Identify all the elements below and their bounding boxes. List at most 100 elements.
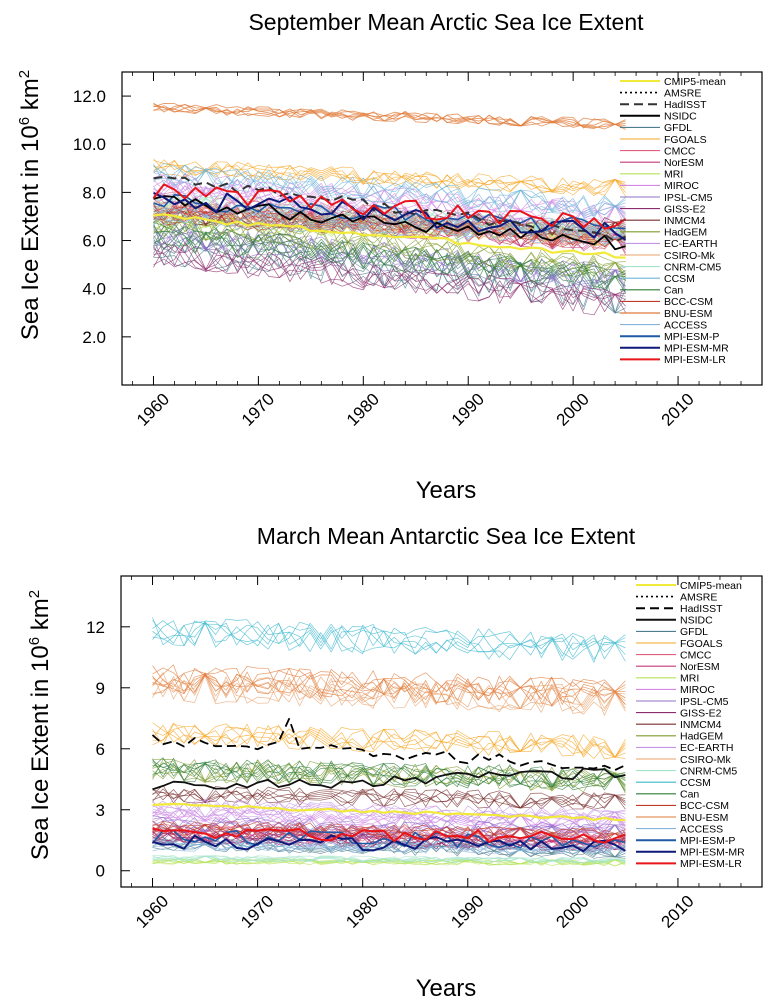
y-axis-label-unit-exp: 2 [26,590,43,598]
series-line-hadisst [153,175,627,243]
legend-label: CNRM-CM5 [664,261,721,273]
series-line-bcc-csm [152,821,626,843]
series-line-fgoals [152,722,626,758]
legend-label: AMSRE [680,591,717,603]
y-axis-label-unit: km [17,78,44,117]
legend-label: BNU-ESM [680,812,728,824]
plot-area [121,71,763,386]
series-line-access [152,839,626,854]
series-line-ccsm [152,618,626,662]
legend-label: CMCC [680,649,712,661]
series-line-fgoals [152,722,626,759]
y-tick-label: 0 [96,862,105,881]
legend-label: MPI-ESM-LR [664,354,726,366]
series-layer [152,102,627,316]
legend-label: MPI-ESM-MR [680,847,745,859]
legend-label: CMIP5-mean [664,76,726,88]
series-line-csiro-mk [152,672,626,715]
series-line-ccsm [152,617,626,663]
series-line-fgoals [152,723,626,760]
y-axis-label-exp: 6 [26,637,43,645]
series-line-ccsm [153,164,626,219]
legend-label: CMCC [664,145,696,157]
series-line-mpi-esm-lr [152,827,626,844]
x-tick-label: 1960 [132,892,172,932]
series-line-ccsm [152,620,626,660]
y-axis-label: Sea Ice Extent in 106 km2 [16,70,44,340]
series-line-cmip5-mean [152,802,626,822]
legend-label: MPI-ESM-MR [664,343,729,355]
y-axis-label-unit-exp: 2 [16,70,33,78]
legend-label: MIROC [680,684,715,696]
legend: CMIP5-meanAMSREHadISSTNSIDCGFDLFGOALSCMC… [620,76,729,366]
legend-label: CCSM [664,273,695,285]
legend-label: BCC-CSM [664,296,713,308]
antarctic-chart: March Mean Antarctic Sea Ice Extent Sea … [26,523,763,1001]
legend-label: BCC-CSM [680,800,729,812]
y-tick-label: 9 [96,679,105,698]
x-tick-label: 1990 [448,390,488,430]
x-tick-label: 2010 [657,892,697,932]
x-tick-label: 1970 [237,892,277,932]
legend-label: Can [664,285,683,297]
legend: CMIP5-meanAMSREHadISSTNSIDCGFDLFGOALSCMC… [636,580,745,870]
legend-label: IPSL-CM5 [664,192,713,204]
series-line-ccsm [152,620,626,661]
series-line-ccsm [152,620,626,660]
series-line-fgoals [152,725,626,758]
series-line-ec-earth [152,800,626,822]
legend-label: GFDL [664,122,692,134]
x-tick-label: 1980 [343,390,383,430]
series-line-hadgem [153,217,626,276]
chart-title: March Mean Antarctic Sea Ice Extent [257,523,636,549]
y-tick-label: 4.0 [82,280,106,299]
series-line-bnu-esm [152,664,626,707]
series-line-bnu-esm [152,666,626,704]
y-axis-label-base: Sea Ice Extent in 10 [17,125,44,340]
y-tick-label: 3 [96,801,105,820]
series-line-bcc-csm [153,206,626,248]
series-line-miroc [152,807,626,833]
legend-label: CSIRO-Mk [664,250,715,262]
x-tick-label: 1990 [447,892,487,932]
legend-label: HadGEM [664,227,707,239]
chart-title: September Mean Arctic Sea Ice Extent [248,9,644,35]
x-tick-label: 1980 [342,892,382,932]
x-tick-label: 1970 [238,390,278,430]
legend-label: BNU-ESM [664,308,712,320]
legend-label: MPI-ESM-LR [680,858,742,870]
series-line-access [153,207,626,243]
y-tick-label: 6.0 [82,232,106,251]
legend-label: MRI [680,673,699,685]
legend-label: MPI-ESM-P [680,835,735,847]
legend-label: INMCM4 [680,719,722,731]
legend-label: CCSM [680,777,711,789]
series-line-cmip5-mean [153,213,626,259]
y-tick-label: 12.0 [73,87,106,106]
axes-layer: 1960 1970 1980 1990 2000 2010 0 3 6 9 12 [86,576,742,932]
x-tick-label: 1960 [133,390,173,430]
series-layer [151,617,626,867]
series-line-inmcm4 [152,788,626,809]
series-line-ipsl-cm5 [152,819,626,839]
series-line-cnrm-cm5 [153,192,626,239]
legend-label: EC-EARTH [664,238,717,250]
series-line-hadgem [153,214,626,279]
series-line-bnu-esm [153,104,626,129]
series-line-ipsl-cm5 [153,229,626,287]
y-axis-label-exp: 6 [16,117,33,125]
series-line-nsidc [152,767,626,791]
series-line-mpi-esm-mr [153,191,627,241]
series-line-bnu-esm [152,668,626,706]
series-line-mpi-esm-mr [152,834,626,853]
series-line-giss-e2 [153,242,626,307]
legend-label: GFDL [680,626,708,638]
series-line-csiro-mk [152,675,626,716]
legend-label: FGOALS [664,134,707,146]
legend-label: MPI-ESM-P [664,331,719,343]
series-line-fgoals [152,723,626,758]
legend-label: IPSL-CM5 [680,696,729,708]
legend-label: NSIDC [680,615,713,627]
legend-label: CMIP5-mean [680,580,742,592]
